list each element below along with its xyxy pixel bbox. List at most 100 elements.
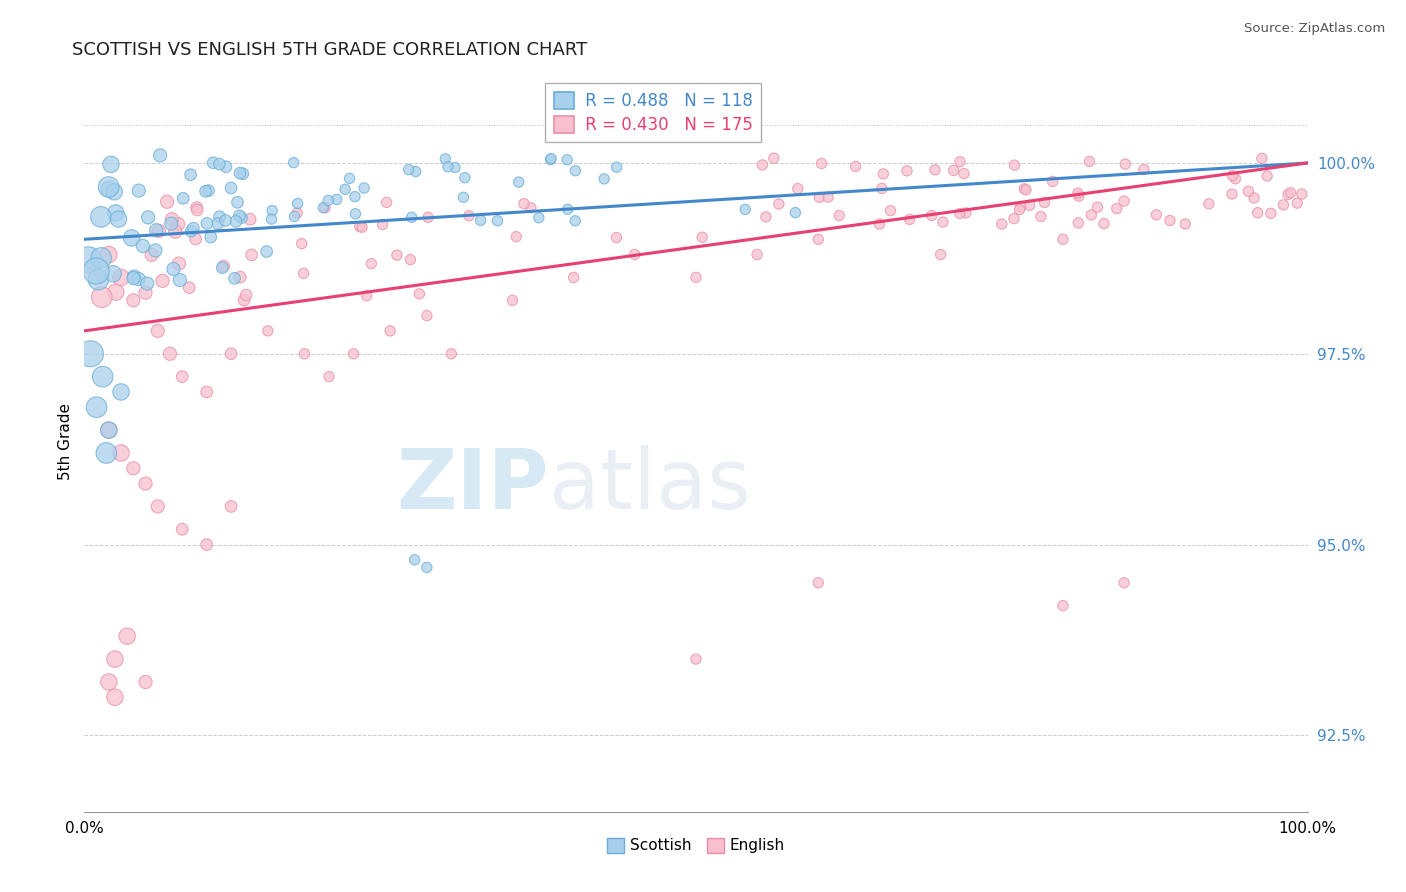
Point <box>172 191 194 205</box>
Point <box>110 446 132 460</box>
Point <box>79 347 101 361</box>
Point <box>416 309 439 323</box>
Point <box>344 207 367 221</box>
Point <box>1008 202 1031 217</box>
Point <box>502 293 524 308</box>
Point <box>314 201 336 215</box>
Point <box>132 239 155 253</box>
Point <box>527 211 550 225</box>
Point <box>235 288 257 302</box>
Point <box>1272 198 1295 212</box>
Point <box>924 162 946 177</box>
Point <box>991 217 1014 231</box>
Point <box>172 522 194 536</box>
Point <box>90 290 112 304</box>
Point <box>1277 187 1299 202</box>
Point <box>212 259 235 273</box>
Point <box>1114 157 1136 171</box>
Point <box>339 171 361 186</box>
Point <box>141 248 163 262</box>
Point <box>148 224 170 238</box>
Point <box>104 652 127 666</box>
Point <box>195 384 218 399</box>
Point <box>135 675 157 690</box>
Point <box>807 575 830 590</box>
Point <box>1067 216 1090 230</box>
Point <box>360 257 382 271</box>
Point <box>136 211 159 225</box>
Point <box>194 184 217 198</box>
Point <box>1015 183 1038 197</box>
Point <box>159 347 181 361</box>
Point <box>195 538 218 552</box>
Point <box>224 271 246 285</box>
Point <box>1080 208 1102 222</box>
Point <box>1092 217 1115 231</box>
Point <box>90 251 112 265</box>
Point <box>294 347 316 361</box>
Point <box>385 248 408 262</box>
Point <box>555 153 578 167</box>
Point <box>146 324 169 338</box>
Point <box>470 213 492 227</box>
Point <box>292 266 315 280</box>
Point <box>291 236 314 251</box>
Point <box>872 167 894 181</box>
Point <box>184 232 207 246</box>
Point <box>239 212 262 227</box>
Point <box>399 252 422 267</box>
Point <box>1042 174 1064 188</box>
Point <box>1220 187 1243 202</box>
Point <box>896 164 918 178</box>
Point <box>564 214 586 228</box>
Point <box>380 324 402 338</box>
Point <box>564 163 586 178</box>
Point <box>285 206 308 220</box>
Point <box>135 285 157 300</box>
Point <box>405 164 427 178</box>
Point <box>375 195 398 210</box>
Point <box>1174 217 1197 231</box>
Point <box>453 190 475 204</box>
Point <box>1222 169 1244 183</box>
Point <box>100 157 122 171</box>
Point <box>457 209 479 223</box>
Point <box>768 197 790 211</box>
Point <box>98 182 121 196</box>
Point <box>84 264 107 278</box>
Point <box>949 206 972 220</box>
Point <box>817 190 839 204</box>
Point <box>1279 186 1302 200</box>
Legend: Scottish, English: Scottish, English <box>600 832 792 860</box>
Point <box>97 180 120 194</box>
Point <box>180 224 202 238</box>
Point <box>180 168 202 182</box>
Point <box>1198 196 1220 211</box>
Point <box>440 347 463 361</box>
Point <box>97 675 120 690</box>
Point <box>146 500 169 514</box>
Point <box>416 211 439 225</box>
Point <box>921 209 943 223</box>
Point <box>401 211 423 225</box>
Point <box>1010 200 1032 214</box>
Point <box>283 155 305 169</box>
Text: Source: ZipAtlas.com: Source: ZipAtlas.com <box>1244 22 1385 36</box>
Text: atlas: atlas <box>550 445 751 526</box>
Point <box>179 280 201 294</box>
Point <box>97 423 120 437</box>
Point <box>202 155 225 169</box>
Point <box>844 160 866 174</box>
Point <box>1067 189 1090 203</box>
Point <box>333 182 356 196</box>
Point <box>505 229 527 244</box>
Point <box>807 232 830 246</box>
Point <box>165 225 187 239</box>
Point <box>122 269 145 284</box>
Point <box>1286 196 1309 211</box>
Point <box>1114 194 1136 208</box>
Point <box>1256 169 1278 183</box>
Point <box>90 210 112 224</box>
Point <box>869 217 891 231</box>
Point <box>232 167 254 181</box>
